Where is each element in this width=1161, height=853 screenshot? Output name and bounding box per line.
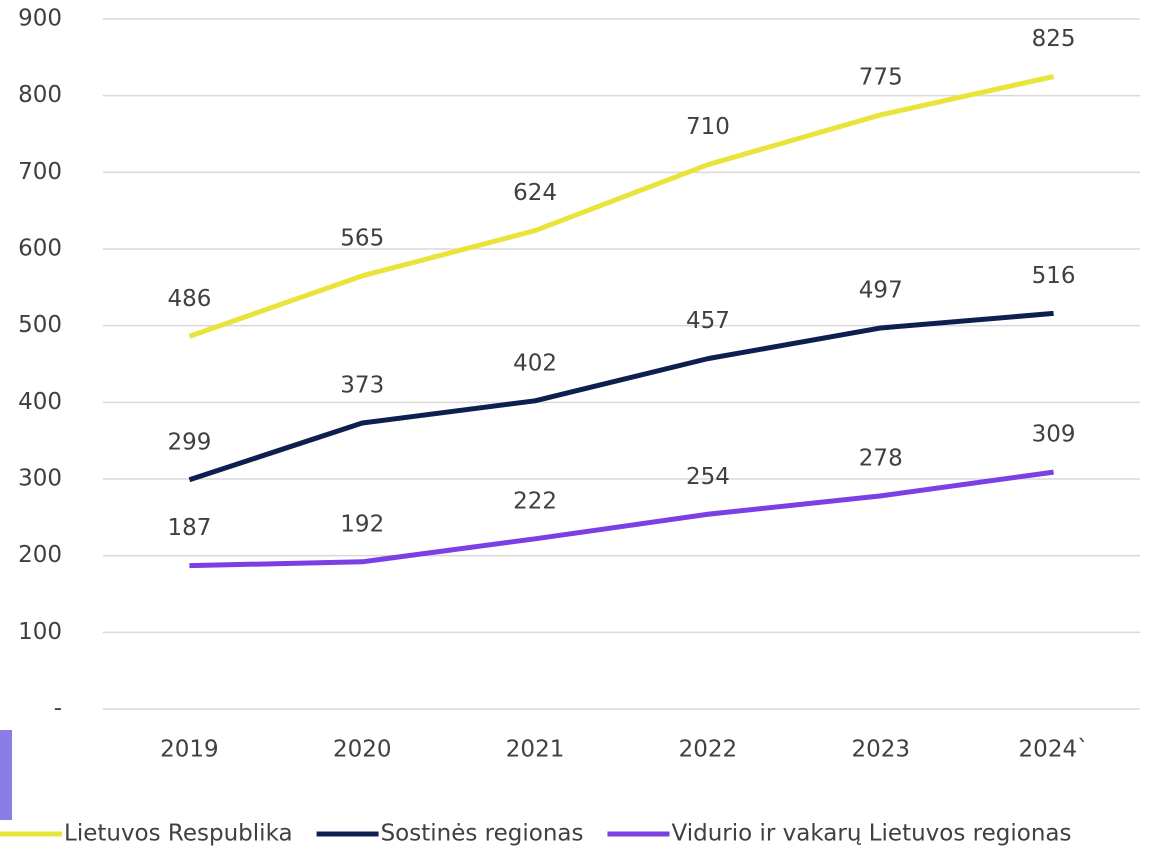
line — [189, 469, 1054, 569]
y-tick-label: 100 — [18, 619, 62, 645]
data-label: 254 — [686, 464, 730, 490]
data-label: 187 — [167, 515, 211, 541]
y-tick-label: 300 — [18, 466, 62, 492]
data-label: 299 — [167, 429, 211, 455]
y-tick-label: 600 — [18, 236, 62, 262]
data-label: 710 — [686, 114, 730, 140]
data-label: 775 — [859, 64, 903, 90]
y-tick-label: 800 — [18, 82, 62, 108]
y-tick-label: 700 — [18, 159, 62, 185]
x-tick-label: 2019 — [160, 737, 219, 763]
data-label: 825 — [1032, 26, 1076, 52]
legend-label: Lietuvos Respublika — [64, 821, 293, 847]
data-label: 373 — [340, 373, 384, 399]
data-label: 457 — [686, 308, 730, 334]
data-label: 516 — [1032, 263, 1076, 289]
line — [188, 74, 1055, 339]
decoration — [0, 730, 12, 820]
x-tick-label: 2022 — [679, 737, 738, 763]
data-label: 624 — [513, 180, 557, 206]
data-label: 486 — [167, 286, 211, 312]
legend-label: Vidurio ir vakarų Lietuvos regionas — [671, 821, 1071, 847]
line — [188, 310, 1054, 483]
x-tick-label: 2024` — [1019, 737, 1089, 763]
data-label: 402 — [513, 350, 557, 376]
legend-label: Sostinės regionas — [381, 821, 584, 847]
y-tick-label: - — [54, 696, 62, 722]
data-label: 497 — [859, 277, 903, 303]
data-label: 222 — [513, 488, 557, 514]
x-tick-label: 2023 — [851, 737, 910, 763]
y-tick-label: 500 — [18, 312, 62, 338]
x-tick-label: 2021 — [506, 737, 565, 763]
data-label: 565 — [340, 225, 384, 251]
data-label: 278 — [859, 445, 903, 471]
y-tick-label: 900 — [18, 6, 62, 32]
y-tick-label: 400 — [18, 389, 62, 415]
y-tick-label: 200 — [18, 542, 62, 568]
x-tick-label: 2020 — [333, 737, 392, 763]
data-label: 309 — [1032, 422, 1076, 448]
data-label: 192 — [340, 511, 384, 537]
